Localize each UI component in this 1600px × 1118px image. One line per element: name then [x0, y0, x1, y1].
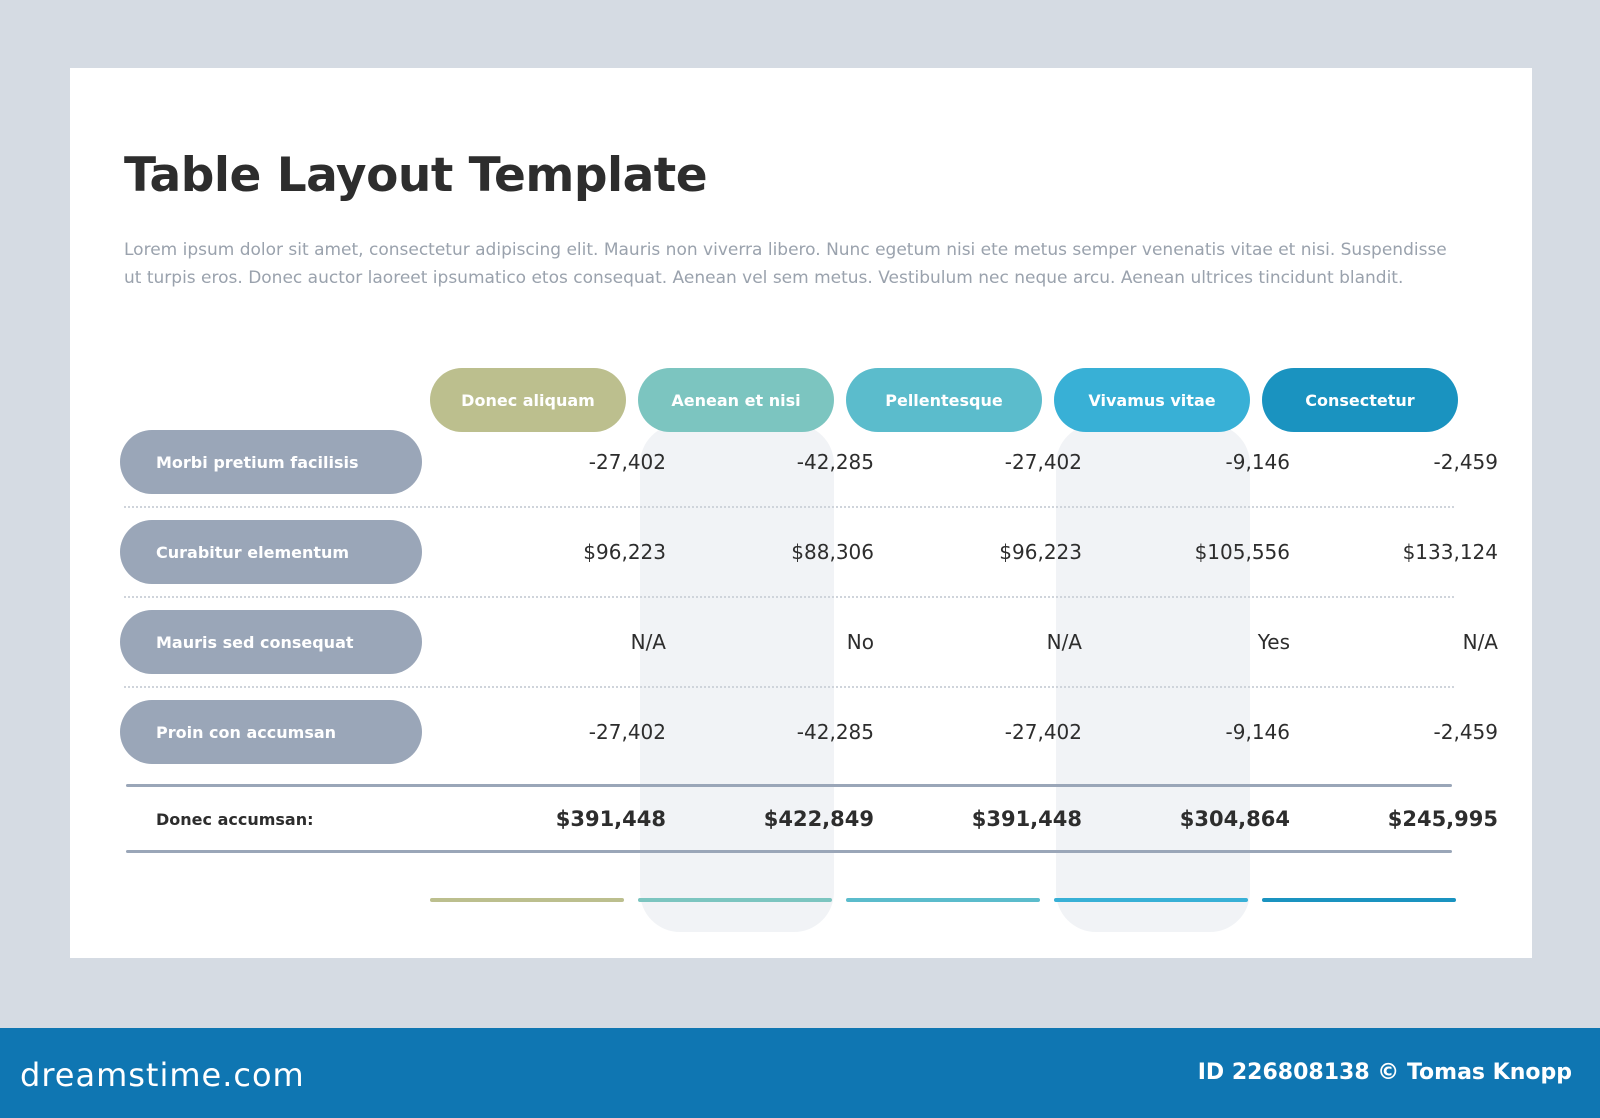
- row-divider: [124, 506, 1454, 508]
- column-highlight-4: [1056, 424, 1250, 932]
- column-underline-4: [1054, 898, 1248, 902]
- table-cell: -9,146: [1225, 720, 1290, 744]
- column-underline-2: [638, 898, 832, 902]
- row-label-1: Morbi pretium facilisis: [120, 430, 422, 494]
- description-text: Lorem ipsum dolor sit amet, consectetur …: [124, 240, 1447, 288]
- table-cell: -2,459: [1433, 450, 1498, 474]
- column-underline-3: [846, 898, 1040, 902]
- table-cell: Yes: [1257, 630, 1290, 654]
- row-label-3: Mauris sed consequat: [120, 610, 422, 674]
- row-divider: [124, 596, 1454, 598]
- image-credit: ID 226808138 © Tomas Knopp: [1197, 1060, 1572, 1085]
- table-cell: -42,285: [796, 450, 874, 474]
- column-underline-5: [1262, 898, 1456, 902]
- total-bottom-rule: [126, 850, 1452, 853]
- table-cell: N/A: [630, 630, 666, 654]
- table-cell: -27,402: [1004, 720, 1082, 744]
- brand-logo-text[interactable]: dreamstime.com: [20, 1056, 305, 1094]
- total-cell: $304,864: [1179, 807, 1290, 831]
- row-label-2: Curabitur elementum: [120, 520, 422, 584]
- total-cell: $422,849: [763, 807, 874, 831]
- column-header-5: Consectetur: [1262, 368, 1458, 432]
- page-title: Table Layout Template: [124, 148, 708, 203]
- table-cell: N/A: [1046, 630, 1082, 654]
- column-underline-1: [430, 898, 624, 902]
- table-cell: $105,556: [1194, 540, 1290, 564]
- total-label: Donec accumsan:: [156, 810, 314, 829]
- table-cell: -27,402: [588, 720, 666, 744]
- table-cell: -2,459: [1433, 720, 1498, 744]
- table-cell: -9,146: [1225, 450, 1290, 474]
- column-header-1: Donec aliquam: [430, 368, 626, 432]
- total-cell: $391,448: [555, 807, 666, 831]
- total-cell: $245,995: [1387, 807, 1498, 831]
- column-header-4: Vivamus vitae: [1054, 368, 1250, 432]
- table-cell: -27,402: [588, 450, 666, 474]
- table-cell: N/A: [1462, 630, 1498, 654]
- table-cell: $133,124: [1402, 540, 1498, 564]
- table-cell: No: [846, 630, 874, 654]
- table-cell: $88,306: [791, 540, 874, 564]
- table-cell: -42,285: [796, 720, 874, 744]
- table-card: Table Layout Template Lorem ipsum dolor …: [70, 68, 1532, 958]
- column-highlight-2: [640, 424, 834, 932]
- total-top-rule: [126, 784, 1452, 787]
- column-header-3: Pellentesque: [846, 368, 1042, 432]
- row-label-4: Proin con accumsan: [120, 700, 422, 764]
- footer-bar: dreamstime.com ID 226808138 © Tomas Knop…: [0, 1028, 1600, 1118]
- table-cell: $96,223: [999, 540, 1082, 564]
- row-divider: [124, 686, 1454, 688]
- table-cell: $96,223: [583, 540, 666, 564]
- table-cell: -27,402: [1004, 450, 1082, 474]
- column-header-2: Aenean et nisi: [638, 368, 834, 432]
- total-cell: $391,448: [971, 807, 1082, 831]
